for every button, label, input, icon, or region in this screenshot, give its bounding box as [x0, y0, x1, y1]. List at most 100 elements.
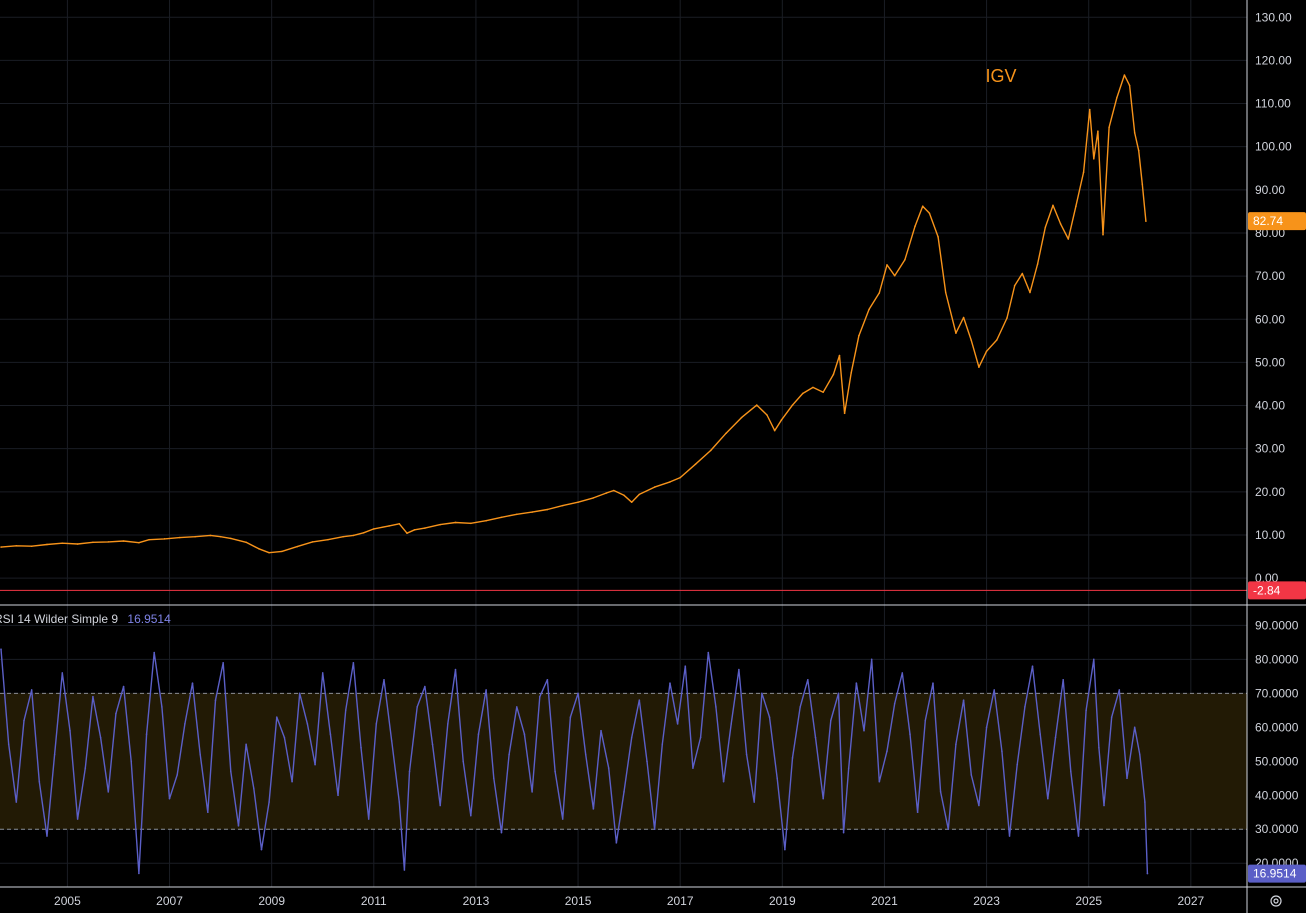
rsi-point	[730, 723, 732, 725]
rsi-point	[539, 696, 541, 698]
rsi-point	[692, 767, 694, 769]
rsi-point	[822, 798, 824, 800]
rsi-point	[547, 679, 549, 681]
price-point	[631, 501, 633, 503]
price-point	[904, 259, 906, 261]
rsi-point	[723, 781, 725, 783]
price-point	[268, 552, 270, 554]
price-point	[399, 523, 401, 525]
price-point	[1052, 205, 1054, 207]
rsi-point	[1144, 801, 1146, 803]
x-tick-label: 2025	[1075, 894, 1102, 908]
rsi-point	[215, 699, 217, 701]
price-point	[296, 546, 298, 548]
rsi-point	[508, 754, 510, 756]
rsi-point	[268, 801, 270, 803]
price-point	[868, 309, 870, 311]
rsi-point	[253, 788, 255, 790]
rsi-point	[669, 682, 671, 684]
rsi-point	[470, 815, 472, 817]
rsi-point	[863, 730, 865, 732]
rsi-point	[238, 825, 240, 827]
price-point	[501, 516, 503, 518]
rsi-point	[1147, 873, 1149, 875]
price-point	[623, 494, 625, 496]
rsi-point	[631, 737, 633, 739]
rsi-point	[524, 733, 526, 735]
price-point	[1089, 109, 1091, 111]
price-point	[414, 529, 416, 531]
rsi-point	[207, 811, 209, 813]
rsi-y-tick-label: 60.0000	[1255, 720, 1299, 734]
rsi-y-tick-label: 40.0000	[1255, 788, 1299, 802]
rsi-point	[1055, 737, 1057, 739]
rsi-point	[46, 835, 48, 837]
price-point	[1029, 292, 1031, 294]
rsi-point	[554, 771, 556, 773]
rsi-point	[1078, 835, 1080, 837]
price-point	[886, 264, 888, 266]
price-point	[1093, 158, 1095, 160]
rsi-point	[815, 737, 817, 739]
price-point	[654, 486, 656, 488]
price-point	[955, 332, 957, 334]
rsi-point	[886, 750, 888, 752]
rsi-legend[interactable]: RSI 14 Wilder Simple 9 16.9514	[0, 612, 171, 626]
price-point	[1075, 205, 1077, 207]
price-point	[1138, 150, 1140, 152]
rsi-last-value-label: 16.9514	[1253, 867, 1297, 881]
price-point	[986, 350, 988, 352]
rsi-point	[261, 849, 263, 851]
rsi-point	[276, 716, 278, 718]
rsi-point	[404, 869, 406, 871]
rsi-point	[153, 652, 155, 654]
price-point	[0, 546, 2, 548]
rsi-point	[478, 733, 480, 735]
price-point	[245, 542, 247, 544]
rsi-point	[130, 760, 132, 762]
price-point	[639, 494, 641, 496]
rsi-point	[662, 744, 664, 746]
rsi-point	[769, 716, 771, 718]
rsi-point	[16, 801, 18, 803]
rsi-point	[146, 733, 148, 735]
x-tick-label: 2013	[463, 894, 490, 908]
price-point	[531, 511, 533, 513]
price-point	[963, 317, 965, 319]
rsi-point	[169, 798, 171, 800]
rsi-point	[623, 791, 625, 793]
price-point	[1067, 238, 1069, 240]
rsi-point	[345, 710, 347, 712]
series-title-igv: IGV	[986, 66, 1017, 86]
rsi-point	[176, 774, 178, 776]
price-point	[373, 528, 375, 530]
rsi-point	[39, 781, 41, 783]
price-point	[929, 212, 931, 214]
price-point	[1083, 171, 1085, 173]
rsi-y-tick-label: 80.0000	[1255, 652, 1299, 666]
rsi-point	[314, 764, 316, 766]
rsi-point	[1016, 764, 1018, 766]
rsi-point	[230, 771, 232, 773]
price-point	[844, 413, 846, 415]
price-point	[1097, 130, 1099, 132]
rsi-point	[107, 791, 109, 793]
rsi-point	[307, 723, 309, 725]
rsi-point	[707, 652, 709, 654]
rsi-point	[77, 818, 79, 820]
rsi-point	[1024, 706, 1026, 708]
settings-gear-icon[interactable]	[1264, 890, 1288, 912]
rsi-point	[792, 757, 794, 759]
rsi-point	[0, 648, 2, 650]
rsi-point	[654, 828, 656, 830]
rsi-point	[577, 693, 579, 695]
price-point	[577, 501, 579, 503]
price-point	[46, 544, 48, 546]
rsi-point	[432, 744, 434, 746]
rsi-point	[894, 703, 896, 705]
rsi-point	[516, 706, 518, 708]
rsi-point	[447, 723, 449, 725]
rsi-point	[485, 689, 487, 691]
price-y-tick-label: 130.00	[1255, 10, 1292, 24]
